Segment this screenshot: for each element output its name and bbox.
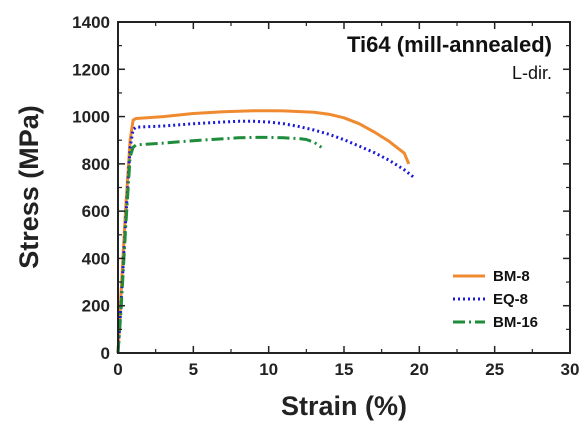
legend-label-bm-16: BM-16 (493, 314, 538, 331)
legend-label-eq-8: EQ-8 (493, 291, 528, 308)
y-tick-label: 1000 (72, 108, 110, 127)
legend: BM-8 EQ-8 BM-16 (453, 268, 538, 331)
y-tick-label: 1400 (72, 13, 110, 32)
legend-label-bm-8: BM-8 (493, 268, 530, 285)
y-tick-label: 1200 (72, 60, 110, 79)
y-tick-label: 200 (82, 297, 110, 316)
x-tick-label: 5 (189, 360, 198, 379)
x-tick-label: 25 (485, 360, 504, 379)
x-tick-label: 10 (259, 360, 278, 379)
y-axis-title: Stress (MPa) (14, 105, 44, 269)
annotation-title: Ti64 (mill-annealed) (347, 32, 552, 57)
annotation-subtitle: L-dir. (512, 63, 552, 83)
ticks-layer: 0 5 10 15 20 25 30 0 200 400 600 800 1000 1200 1400 (72, 13, 579, 379)
x-tick-label: 30 (561, 360, 580, 379)
y-tick-label: 600 (82, 202, 110, 221)
series-line-eq-8 (116, 119, 415, 354)
y-tick-label: 800 (82, 155, 110, 174)
x-tick-label: 20 (410, 360, 429, 379)
series-line-bm-16 (116, 135, 323, 354)
series-line-bm-8 (116, 109, 411, 354)
x-tick-label: 15 (335, 360, 354, 379)
x-tick-label: 0 (113, 360, 122, 379)
series-layer (116, 109, 415, 354)
x-axis-title: Strain (%) (281, 391, 407, 421)
y-tick-label: 400 (82, 249, 110, 268)
y-tick-label: 0 (101, 344, 110, 363)
